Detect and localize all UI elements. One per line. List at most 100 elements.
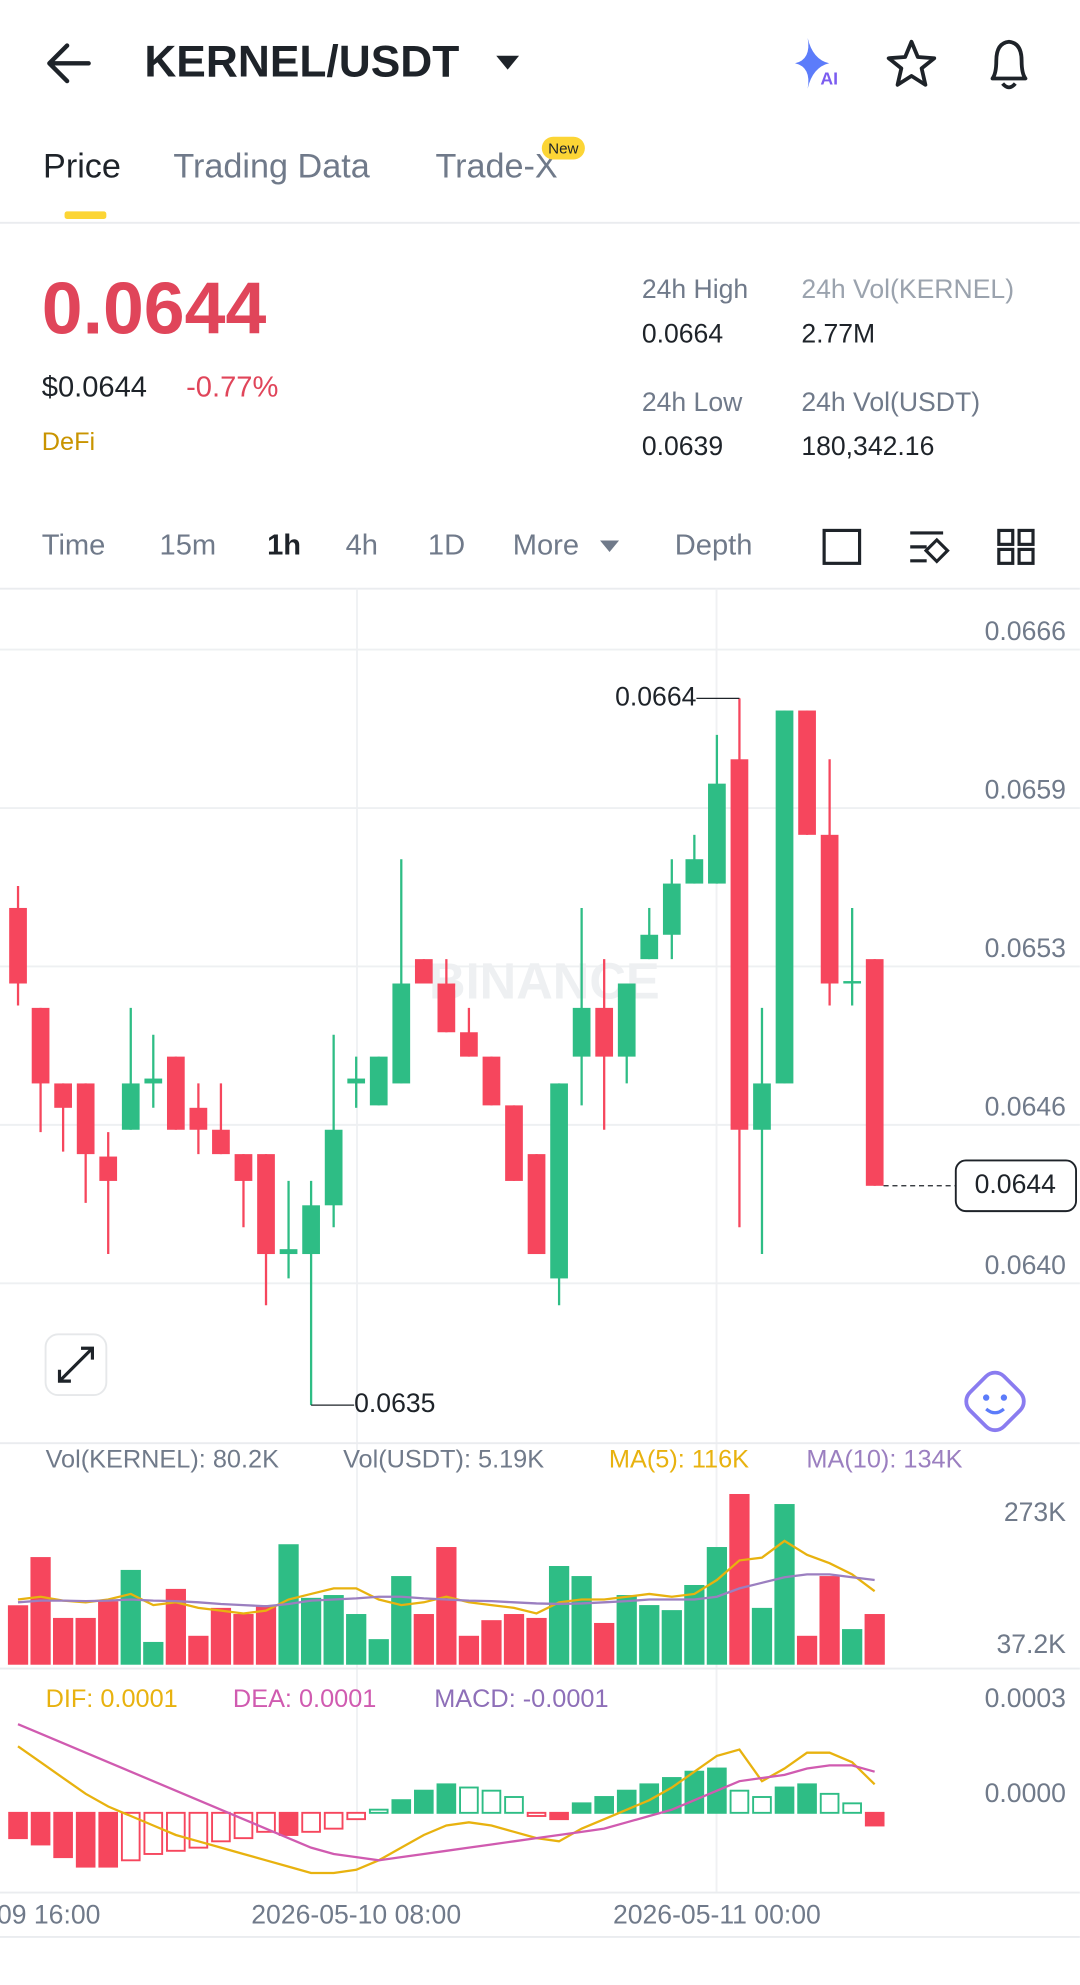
macd-bar <box>571 1802 592 1814</box>
macd-bar <box>98 1811 119 1868</box>
volume-legend: Vol(USDT): 5.19K <box>343 1446 544 1474</box>
interval-tab[interactable]: 1D <box>428 530 465 562</box>
candle-body <box>550 1083 568 1279</box>
candle-body <box>662 883 681 935</box>
volume-bar <box>391 1576 412 1665</box>
pair-title[interactable]: KERNEL/USDT <box>144 37 459 86</box>
y-tick-label: 37.2K <box>996 1629 1066 1659</box>
volume-bar <box>594 1622 615 1665</box>
y-tick-label: 0.0653 <box>985 933 1066 963</box>
volume-bar <box>481 1620 502 1665</box>
candle-body <box>324 1129 343 1206</box>
candle-body <box>753 1083 771 1130</box>
bell-body <box>990 39 1028 81</box>
volume-bar <box>255 1605 277 1665</box>
volume-bar <box>346 1614 367 1665</box>
back-button[interactable] <box>47 43 91 84</box>
layout-tool[interactable] <box>997 528 1015 546</box>
favorite-button[interactable] <box>886 39 937 87</box>
macd-bar <box>53 1811 73 1859</box>
interval-tab[interactable]: 15m <box>160 530 217 562</box>
candle-body <box>189 1107 208 1130</box>
ai-button[interactable]: AI <box>795 37 838 89</box>
ai-assistant-button[interactable] <box>961 1367 1029 1435</box>
macd-bar <box>864 1811 885 1827</box>
candle-body <box>121 1083 140 1130</box>
candle-body <box>843 981 862 984</box>
interval-tab[interactable]: More <box>513 530 579 562</box>
macd-bar <box>143 1811 164 1855</box>
interval-tab[interactable]: 1h <box>267 530 301 562</box>
macd-bar <box>301 1811 321 1833</box>
interval-tab[interactable]: Depth <box>675 530 753 562</box>
volume-bar <box>323 1595 344 1665</box>
volume-bar <box>842 1629 863 1665</box>
volume-bar <box>120 1569 141 1665</box>
macd-bar <box>549 1811 569 1821</box>
macd-bar <box>797 1783 817 1814</box>
layout-tool-cell <box>997 547 1015 565</box>
last-price-box <box>954 1159 1078 1213</box>
macd-bar <box>684 1770 705 1814</box>
candle-body <box>31 1007 50 1084</box>
x-tick-label: 2026-05-11 00:00 <box>613 1900 821 1930</box>
new-badge-label: New <box>548 140 578 157</box>
tab-trading-data[interactable]: Trading Data <box>173 147 369 185</box>
ma-legend: MA(10): 134K <box>806 1446 962 1474</box>
macd-line <box>17 1745 876 1875</box>
candle-body <box>730 759 749 1130</box>
candle-body <box>685 859 704 884</box>
volume-bar <box>526 1617 547 1665</box>
macd-bar <box>639 1783 660 1814</box>
stat-value: 0.0639 <box>642 431 723 461</box>
macd-bar <box>75 1811 96 1868</box>
macd-bar <box>481 1789 502 1814</box>
usd-price: $0.0644 <box>42 371 147 403</box>
tab-price[interactable]: Price <box>43 147 121 185</box>
stat-label: 24h Vol(USDT) <box>801 387 980 417</box>
x-tick-label: 2026-05-10 08:00 <box>251 1900 461 1930</box>
volume-bar <box>143 1641 164 1665</box>
candle-body <box>482 1056 501 1106</box>
ai-sparkle <box>795 37 830 89</box>
x-tick-label: 2026-05-09 16:00 <box>0 1900 100 1930</box>
macd-bar <box>233 1811 254 1840</box>
notification-button[interactable] <box>990 39 1028 90</box>
candle-body <box>166 1056 185 1130</box>
candle-body <box>392 983 411 1084</box>
volume-bar <box>30 1557 51 1665</box>
candle-body <box>9 907 27 984</box>
macd-bar <box>323 1811 344 1830</box>
volume-bar <box>300 1597 322 1665</box>
y-tick-label: 0.0666 <box>985 616 1066 646</box>
candle-body <box>437 983 456 1033</box>
last-price-label: 0.0644 <box>975 1169 1056 1199</box>
category-tag[interactable]: DeFi <box>42 428 95 456</box>
macd-bar <box>526 1811 547 1817</box>
y-tick-label: 0.0640 <box>985 1250 1066 1280</box>
interval-tab[interactable]: 4h <box>346 530 378 562</box>
tab-trade-x[interactable]: Trade-X <box>435 147 557 185</box>
candle-body <box>76 1083 95 1155</box>
expand-button[interactable] <box>44 1333 108 1397</box>
macd-bar <box>278 1811 299 1836</box>
interval-tab[interactable]: Time <box>42 530 106 562</box>
candle-body <box>347 1078 366 1084</box>
macd-line <box>17 1723 875 1862</box>
volume-bar <box>774 1504 795 1665</box>
low-label: 0.0635 <box>354 1388 435 1418</box>
candle-body <box>54 1083 72 1108</box>
volume-bar <box>233 1614 254 1665</box>
pair-caret[interactable] <box>496 55 520 70</box>
stat-label: 24h High <box>642 274 748 304</box>
candle-body <box>99 1156 118 1181</box>
stat-label: 24h Low <box>642 387 743 417</box>
candle-body <box>527 1154 546 1255</box>
candle-body <box>595 1007 614 1057</box>
fullscreen-tool[interactable] <box>822 528 862 565</box>
indicator-tool[interactable] <box>910 531 944 563</box>
stat-value: 2.77M <box>801 318 875 348</box>
y-tick-label: 0.0659 <box>985 775 1066 805</box>
candle-body <box>640 934 659 960</box>
